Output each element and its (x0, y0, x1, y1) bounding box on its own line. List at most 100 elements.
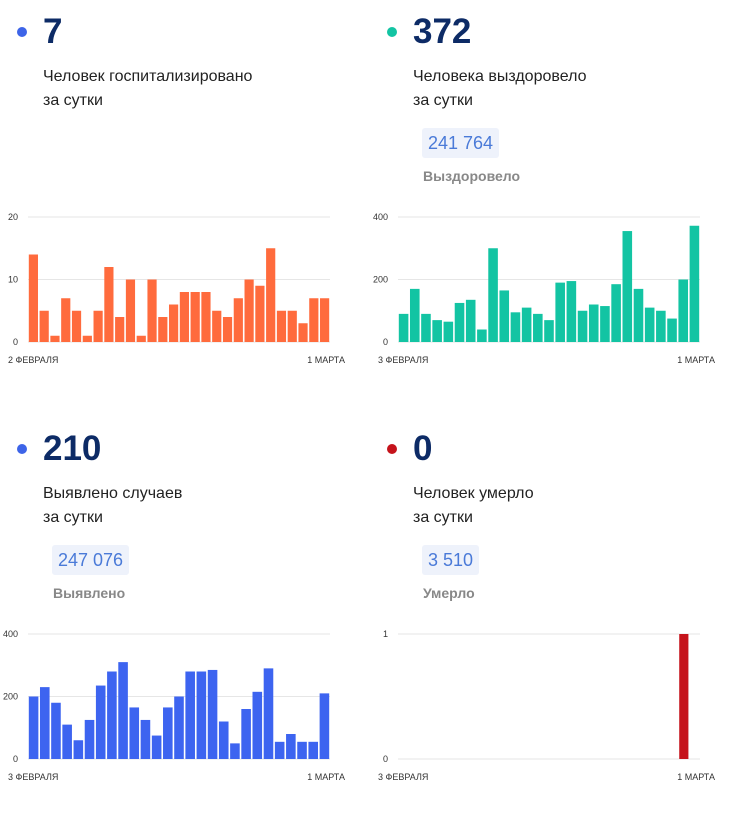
bar (28, 254, 38, 342)
bar (263, 668, 274, 759)
bar (158, 317, 168, 342)
bar (443, 321, 454, 342)
bar (588, 304, 599, 342)
bar (521, 307, 532, 342)
bar (51, 702, 61, 759)
detected-total-caption: Выявлено (53, 585, 126, 601)
bar-chart-svg: 0 10 20 2 ФЕВРАЛЯ 1 МАРТА (8, 212, 345, 365)
recovered-label-line1: Человека выздоровело (413, 68, 587, 85)
bar (622, 231, 633, 342)
bar (207, 669, 218, 759)
bar (84, 719, 95, 759)
bar (50, 335, 60, 342)
bar (566, 281, 577, 342)
x-end-label: 1 МАРТА (307, 772, 345, 782)
bar (298, 323, 308, 342)
deaths-label: Человек умерло за сутки (413, 482, 534, 530)
deaths-label-line2: за сутки (413, 509, 473, 526)
bar (39, 687, 50, 759)
bar (241, 709, 251, 759)
x-start-label: 3 ФЕВРАЛЯ (8, 772, 58, 782)
bar (73, 740, 84, 759)
deaths-total-chip: 3 510 (422, 545, 480, 575)
deaths-total-caption: Умерло (423, 585, 475, 601)
bar (93, 310, 103, 342)
hospitalized-value: 7 (43, 12, 63, 51)
bar (82, 335, 92, 342)
bar (678, 279, 689, 342)
bar (185, 671, 195, 759)
bar (95, 685, 106, 759)
detected-label: Выявлено случаев за сутки (43, 482, 182, 530)
detected-label-line1: Выявлено случаев (43, 485, 183, 502)
detected-panel: 210 Выявлено случаев за сутки 247 076 Вы… (0, 417, 364, 816)
x-start-label: 2 ФЕВРАЛЯ (8, 355, 58, 365)
recovered-total-caption: Выздоровело (423, 168, 521, 184)
bar (169, 304, 179, 342)
bar (129, 707, 140, 759)
bar (115, 317, 125, 342)
bar (600, 306, 610, 342)
bar (179, 292, 189, 342)
detected-dot-icon (17, 444, 27, 454)
y-tick-label: 200 (3, 692, 18, 702)
bar (409, 288, 420, 342)
deaths-dot-icon (387, 444, 397, 454)
bar (510, 312, 521, 342)
y-tick-label: 400 (3, 629, 18, 639)
bar (222, 317, 233, 342)
bar (309, 298, 319, 342)
deaths-chart: 0 1 3 ФЕВРАЛЯ 1 МАРТА (370, 622, 729, 787)
y-tick-label: 10 (8, 275, 18, 285)
bar (107, 671, 117, 759)
bar (644, 307, 655, 342)
bar-chart-svg: 0 200 400 3 ФЕВРАЛЯ 1 МАРТА (3, 629, 345, 782)
y-tick-label: 20 (8, 212, 18, 222)
bar (679, 634, 689, 759)
bar (201, 292, 211, 342)
bar (212, 310, 222, 342)
bar (689, 225, 700, 342)
bar (633, 288, 644, 342)
bar (276, 310, 287, 342)
bar (454, 302, 465, 342)
bar (319, 693, 330, 759)
bar (465, 299, 476, 342)
bar (28, 696, 39, 759)
hospitalized-dot-icon (17, 27, 27, 37)
bar (274, 741, 285, 759)
bar (477, 329, 487, 342)
detected-value: 210 (43, 429, 102, 468)
bar (230, 743, 240, 759)
bar (432, 320, 442, 342)
deaths-value: 0 (413, 429, 433, 468)
recovered-label: Человека выздоровело за сутки (413, 65, 586, 113)
bar (266, 248, 276, 342)
bar (656, 310, 666, 342)
bar (577, 310, 588, 342)
x-end-label: 1 МАРТА (307, 355, 345, 365)
bar (190, 292, 200, 342)
bar (286, 734, 296, 759)
bar (488, 248, 498, 342)
bar (147, 279, 157, 342)
x-start-label: 3 ФЕВРАЛЯ (378, 772, 428, 782)
x-end-label: 1 МАРТА (677, 772, 715, 782)
bar (667, 318, 677, 342)
detected-total-chip: 247 076 (52, 545, 130, 575)
y-tick-label: 0 (13, 337, 18, 347)
bar (71, 310, 82, 342)
y-tick-label: 1 (383, 629, 388, 639)
bar (287, 310, 297, 342)
bar (244, 279, 254, 342)
bar (218, 721, 229, 759)
recovered-value: 372 (413, 12, 472, 51)
bar (555, 282, 565, 342)
bar (136, 335, 146, 342)
recovered-panel: 372 Человека выздоровело за сутки 241 76… (370, 0, 729, 399)
x-end-label: 1 МАРТА (677, 355, 715, 365)
bar (252, 691, 263, 759)
bar (233, 298, 243, 342)
bar (125, 279, 136, 342)
hospitalized-label: Человек госпитализировано за сутки (43, 65, 252, 113)
